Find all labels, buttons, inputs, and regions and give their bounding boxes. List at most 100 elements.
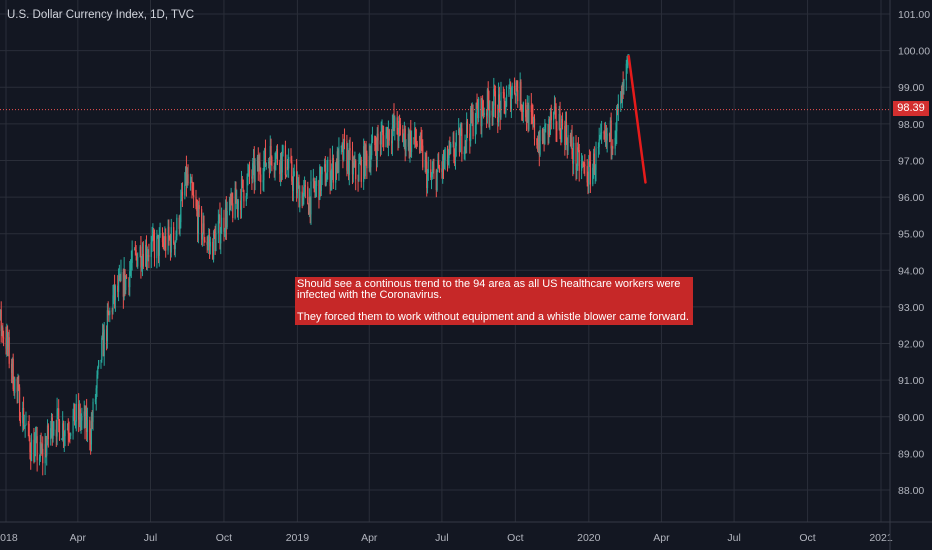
candle-body: [89, 419, 91, 441]
candle-body: [517, 90, 519, 102]
candle-body: [213, 231, 215, 236]
candle-body: [70, 433, 72, 436]
candle-body: [220, 217, 223, 234]
candle-body: [125, 276, 127, 291]
candle-body: [237, 200, 239, 210]
candle-body: [466, 121, 468, 142]
candle-body: [545, 124, 547, 126]
candle-body: [6, 331, 8, 349]
candle-body: [307, 186, 309, 205]
candle-body: [268, 162, 271, 173]
candle-body: [331, 158, 334, 169]
candle-body: [581, 163, 583, 171]
x-tick-label: 2020: [577, 532, 601, 544]
candle-body: [342, 143, 344, 160]
candle-body: [575, 142, 577, 170]
candle-body: [131, 249, 133, 263]
candle-body: [436, 170, 438, 191]
candle-body: [522, 102, 524, 113]
candle-body: [337, 151, 339, 173]
candle-body: [114, 285, 116, 301]
candle-body: [12, 358, 14, 390]
candle-body: [543, 133, 545, 145]
candle-body: [129, 271, 131, 288]
candle-body: [472, 112, 474, 137]
candle-body: [319, 166, 322, 191]
candle-body: [140, 246, 142, 268]
candle-body: [200, 209, 203, 240]
candle-body: [193, 194, 195, 198]
candle-body: [39, 442, 41, 458]
candle-body: [95, 388, 97, 400]
candle-body: [565, 122, 568, 141]
candle-body: [376, 133, 378, 160]
candle-body: [392, 115, 394, 127]
candle-body: [504, 101, 506, 114]
candle-body: [559, 113, 561, 135]
candle-body: [427, 169, 429, 174]
candle-body: [359, 159, 362, 163]
candle-body: [181, 191, 183, 200]
candle-body: [494, 91, 496, 118]
candle-body: [293, 171, 295, 177]
candle-body: [264, 148, 267, 166]
candle-body: [150, 242, 152, 257]
candle-body: [243, 190, 245, 202]
candles-layer: [0, 54, 630, 476]
candle-body: [455, 132, 457, 147]
candle-body: [124, 269, 126, 291]
candle-body: [45, 444, 47, 456]
candle-body: [503, 92, 505, 102]
candle-body: [387, 127, 389, 146]
candle-body: [505, 94, 508, 107]
candle-body: [3, 337, 5, 339]
candle-body: [379, 140, 382, 145]
candle-body: [537, 142, 540, 151]
candle-body: [370, 155, 372, 168]
candle-body: [209, 241, 211, 247]
candle-body: [442, 156, 445, 168]
candle-body: [69, 435, 71, 437]
annotation-note[interactable]: Should see a continous trend to the 94 a…: [295, 277, 693, 325]
candle-body: [111, 310, 113, 312]
candle-body: [510, 95, 512, 109]
candle-body: [570, 137, 572, 144]
candle-body: [102, 332, 104, 338]
candle-body: [573, 142, 575, 164]
candle-body: [136, 254, 138, 267]
candle-body: [44, 444, 46, 464]
candle-body: [606, 133, 608, 141]
candle-body: [22, 407, 25, 428]
candle-body: [25, 423, 27, 426]
candle-body: [6, 331, 9, 348]
candle-body: [530, 105, 532, 113]
candle-body: [550, 111, 552, 121]
candle-body: [24, 425, 26, 427]
candle-body: [80, 420, 82, 425]
candle-body: [541, 129, 544, 141]
candle-body: [55, 429, 57, 437]
candle-body: [547, 124, 549, 135]
candle-body: [252, 163, 254, 179]
y-tick-label: 89.00: [898, 448, 924, 460]
candle-body: [363, 146, 366, 177]
candle-body: [119, 275, 121, 281]
candle-body: [318, 180, 320, 200]
candle-body: [117, 278, 120, 292]
x-tick-label: Oct: [507, 532, 523, 544]
candle-body: [90, 440, 92, 445]
candle-body: [414, 127, 417, 142]
candle-body: [312, 178, 314, 182]
candle-body: [327, 159, 329, 172]
candle-body: [438, 160, 440, 169]
candle-body: [173, 227, 175, 244]
candle-body: [449, 145, 451, 148]
candle-body: [103, 329, 105, 357]
candle-body: [214, 235, 216, 252]
candle-body: [128, 278, 130, 288]
candle-body: [565, 122, 567, 146]
candle-body: [482, 99, 484, 111]
candle-body: [75, 404, 77, 422]
candle-body: [101, 337, 103, 361]
